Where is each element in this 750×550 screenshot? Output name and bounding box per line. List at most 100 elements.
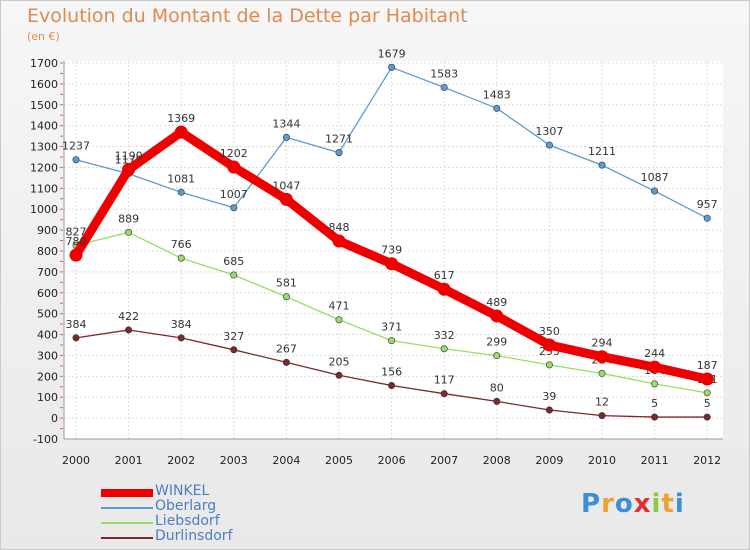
data-label-durlinsdorf: 12 <box>595 396 609 409</box>
data-point-oberlarg <box>177 188 185 196</box>
data-label-winkel: 1190 <box>115 150 143 163</box>
data-point-durlinsdorf <box>545 406 553 414</box>
y-tick-label: 1200 <box>30 161 58 174</box>
y-tick-label: 500 <box>37 308 58 321</box>
data-point-durlinsdorf <box>440 390 448 398</box>
data-label-oberlarg: 957 <box>697 198 718 211</box>
x-tick-label: 2008 <box>483 454 511 467</box>
data-label-durlinsdorf: 267 <box>276 342 297 355</box>
data-label-liebsdorf: 685 <box>223 255 244 268</box>
data-label-winkel: 294 <box>592 337 613 350</box>
data-label-oberlarg: 1211 <box>588 145 616 158</box>
data-label-durlinsdorf: 384 <box>171 318 192 331</box>
y-tick-label: 1500 <box>30 99 58 112</box>
data-point-durlinsdorf <box>651 413 659 421</box>
data-label-oberlarg: 1679 <box>378 47 406 60</box>
data-point-winkel <box>227 160 241 174</box>
y-tick-label: 900 <box>37 224 58 237</box>
data-label-winkel: 187 <box>697 359 718 372</box>
data-point-oberlarg <box>703 214 711 222</box>
data-point-winkel <box>490 309 504 323</box>
data-point-liebsdorf <box>282 293 290 301</box>
y-tick-label: 400 <box>37 329 58 342</box>
data-point-liebsdorf <box>703 389 711 397</box>
x-tick-label: 2003 <box>220 454 248 467</box>
y-tick-label: 1100 <box>30 182 58 195</box>
data-point-durlinsdorf <box>598 412 606 420</box>
data-point-winkel <box>595 350 609 364</box>
data-label-liebsdorf: 471 <box>329 300 350 313</box>
data-label-durlinsdorf: 80 <box>490 381 504 394</box>
legend-label: Oberlarg <box>155 498 217 514</box>
data-label-winkel: 848 <box>329 221 350 234</box>
data-label-durlinsdorf: 156 <box>381 366 402 379</box>
data-point-winkel <box>69 248 83 262</box>
data-label-winkel: 489 <box>486 296 507 309</box>
data-point-oberlarg <box>388 63 396 71</box>
data-point-durlinsdorf <box>230 346 238 354</box>
x-tick-label: 2002 <box>167 454 195 467</box>
data-point-winkel <box>385 257 399 271</box>
data-point-winkel <box>174 125 188 139</box>
data-point-oberlarg <box>440 83 448 91</box>
data-label-oberlarg: 1007 <box>220 188 248 201</box>
data-label-durlinsdorf: 327 <box>223 330 244 343</box>
data-point-oberlarg <box>72 156 80 164</box>
chart-title: Evolution du Montant de la Dette par Hab… <box>27 5 468 27</box>
line-chart-plot: -100 0 100 200 300 400 500 600 700 800 900 1000 1100… <box>30 47 723 467</box>
data-label-liebsdorf: 332 <box>434 329 455 342</box>
x-tick-label: 2005 <box>325 454 353 467</box>
data-label-winkel: 244 <box>644 347 665 360</box>
data-point-winkel <box>542 338 556 352</box>
data-point-liebsdorf <box>651 380 659 388</box>
data-point-oberlarg <box>651 187 659 195</box>
data-point-liebsdorf <box>335 316 343 324</box>
data-point-liebsdorf <box>177 254 185 262</box>
legend-swatch <box>101 507 153 509</box>
data-point-oberlarg <box>230 204 238 212</box>
data-point-durlinsdorf <box>125 326 133 334</box>
data-label-durlinsdorf: 5 <box>651 397 658 410</box>
data-label-winkel: 1047 <box>272 179 300 192</box>
data-label-oberlarg: 1237 <box>62 140 90 153</box>
data-point-durlinsdorf <box>388 382 396 390</box>
data-label-liebsdorf: 299 <box>486 336 507 349</box>
y-tick-label: 600 <box>37 287 58 300</box>
data-label-durlinsdorf: 422 <box>118 310 139 323</box>
data-point-oberlarg <box>493 104 501 112</box>
data-label-liebsdorf: 581 <box>276 277 297 290</box>
x-tick-label: 2004 <box>272 454 300 467</box>
data-point-winkel <box>332 234 346 248</box>
data-label-liebsdorf: 371 <box>381 321 402 334</box>
data-point-liebsdorf <box>598 369 606 377</box>
legend-label: Liebsdorf <box>155 513 220 529</box>
data-point-durlinsdorf <box>177 334 185 342</box>
data-point-winkel <box>437 282 451 296</box>
data-label-durlinsdorf: 205 <box>329 355 350 368</box>
chart-subtitle: (en €) <box>27 30 60 43</box>
data-point-durlinsdorf <box>493 397 501 405</box>
proxiti-logo: Proxiti <box>581 489 685 519</box>
data-label-winkel: 1369 <box>167 112 195 125</box>
x-tick-label: 2000 <box>62 454 90 467</box>
data-label-winkel: 617 <box>434 269 455 282</box>
data-point-winkel <box>122 163 136 177</box>
legend-swatch <box>101 489 153 497</box>
data-label-winkel: 739 <box>381 244 402 257</box>
data-label-oberlarg: 1087 <box>641 171 669 184</box>
y-tick-label: 200 <box>37 370 58 383</box>
data-label-oberlarg: 1344 <box>272 117 300 130</box>
data-point-winkel <box>648 360 662 374</box>
y-tick-label: 100 <box>37 391 58 404</box>
data-point-liebsdorf <box>230 271 238 279</box>
data-label-durlinsdorf: 117 <box>434 374 455 387</box>
data-label-oberlarg: 1307 <box>535 125 563 138</box>
data-label-durlinsdorf: 384 <box>66 318 87 331</box>
x-tick-label: 2010 <box>588 454 616 467</box>
data-point-liebsdorf <box>493 352 501 360</box>
x-tick-label: 2009 <box>535 454 563 467</box>
data-point-oberlarg <box>335 149 343 157</box>
y-tick-label: 1600 <box>30 78 58 91</box>
x-tick-label: 2007 <box>430 454 458 467</box>
y-tick-label: 1000 <box>30 203 58 216</box>
